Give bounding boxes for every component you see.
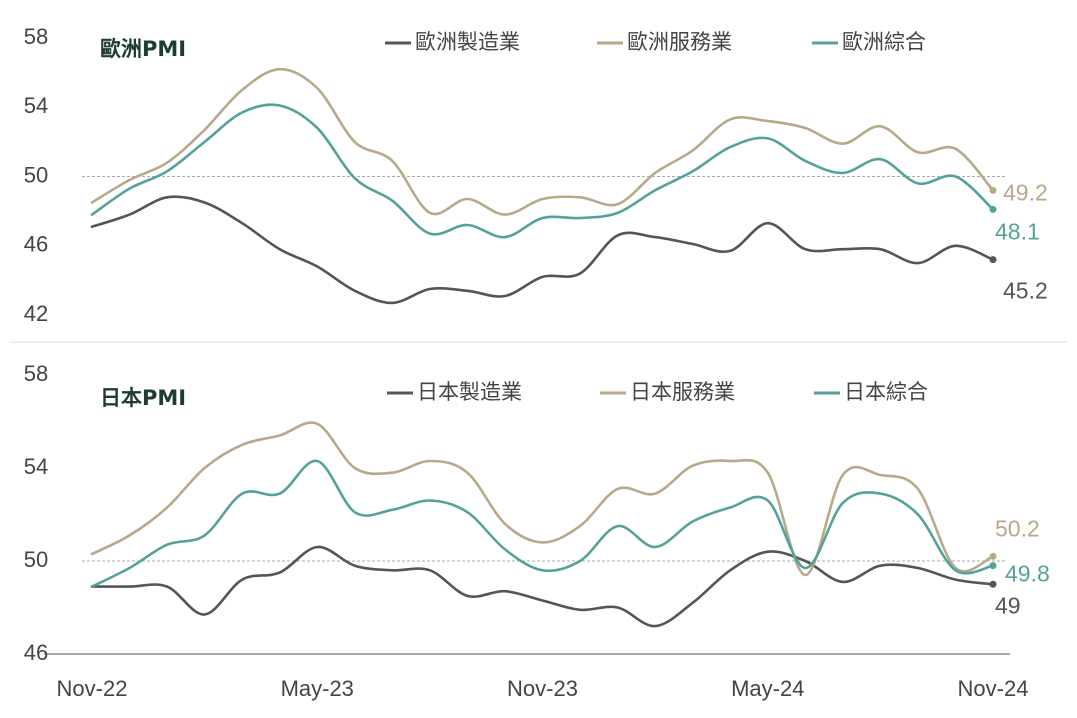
- end-point-marker: [989, 552, 997, 560]
- x-tick-label: Nov-24: [958, 676, 1029, 701]
- x-tick-label: Nov-23: [507, 676, 578, 701]
- legend-entry: 日本製造業: [417, 380, 522, 404]
- y-tick-label: 54: [24, 93, 48, 118]
- chart-title: 歐洲PMI: [100, 37, 186, 61]
- y-tick-label: 50: [24, 547, 48, 572]
- x-tick-label: Nov-22: [57, 676, 128, 701]
- y-tick-label: 54: [24, 454, 48, 479]
- y-tick-label: 58: [24, 361, 48, 386]
- x-tick-label: May-23: [281, 676, 354, 701]
- end-point-marker: [989, 580, 997, 588]
- legend-entry: 日本綜合: [844, 380, 928, 404]
- legend-entry: 歐洲綜合: [842, 30, 926, 54]
- end-value-label: 50.2: [995, 515, 1040, 541]
- y-tick-label: 58: [24, 24, 48, 49]
- x-tick-label: May-24: [731, 676, 804, 701]
- end-value-label: 49.2: [1003, 179, 1048, 205]
- end-value-label: 48.1: [995, 218, 1040, 244]
- legend-entry: 日本服務業: [630, 380, 735, 404]
- legend-entry: 歐洲服務業: [627, 30, 732, 54]
- chart-title: 日本PMI: [100, 386, 186, 410]
- end-point-marker: [989, 562, 997, 570]
- y-tick-label: 50: [24, 162, 48, 187]
- end-point-marker: [989, 186, 997, 194]
- end-value-label: 49: [995, 592, 1021, 618]
- y-tick-label: 46: [24, 232, 48, 257]
- series-line: [90, 459, 995, 588]
- series-line: [90, 545, 995, 628]
- end-value-label: 49.8: [1005, 561, 1050, 587]
- end-value-label: 45.2: [1003, 278, 1048, 304]
- legend-entry: 歐洲製造業: [415, 30, 520, 54]
- y-tick-label: 46: [24, 640, 48, 665]
- series-line: [90, 103, 995, 239]
- end-point-marker: [989, 256, 997, 264]
- end-point-marker: [989, 205, 997, 213]
- series-line: [90, 67, 995, 216]
- y-tick-label: 42: [24, 301, 48, 326]
- series-line: [90, 195, 995, 305]
- series-line: [90, 421, 995, 577]
